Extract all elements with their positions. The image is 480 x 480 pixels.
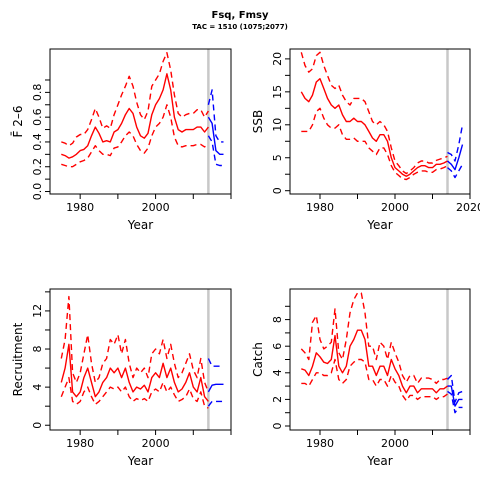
x-tick-label: 1980	[66, 437, 94, 450]
y-tick-label: 0	[271, 423, 284, 430]
forecast-bound-line	[447, 124, 464, 162]
y-tick-label: 0.8	[31, 84, 44, 102]
assessment-bound-line	[61, 52, 209, 147]
forecast-bound-line	[207, 89, 224, 143]
f-panel: 1980 2000 0.0 0.2 0.4 0.6 0.8 Year F̄ 2–6	[11, 48, 232, 232]
y-tick-label: 5	[271, 154, 284, 161]
figure-title: Fsq, Fmsy	[211, 10, 269, 21]
x-tick-label: 2000	[381, 437, 409, 450]
y-tick-label: 0.4	[31, 133, 44, 151]
y-tick-label: 2	[271, 396, 284, 403]
y-tick-label: 0	[31, 422, 44, 429]
catch-panel: 1980 2000 0 2 4 6 8 Year Catch	[251, 288, 471, 468]
x-axis-title: Year	[366, 454, 392, 468]
x-tick-label: 1980	[66, 201, 94, 214]
forecast-bound-line	[447, 390, 463, 414]
y-tick-label: 4	[31, 384, 44, 391]
y-tick-label: 8	[31, 346, 44, 353]
assessment-bound-line	[60, 295, 210, 393]
y-tick-label: 6	[271, 343, 284, 350]
x-axis-title: Year	[366, 218, 392, 232]
assessment-median-line	[300, 77, 448, 177]
y-axis-title: Catch	[251, 342, 265, 377]
assessment-bound-line	[61, 104, 209, 168]
assessment-bound-line	[300, 292, 448, 385]
y-tick-label: 10	[271, 118, 284, 132]
forecast-bound-line	[207, 358, 224, 367]
y-tick-label: 0.2	[31, 158, 44, 176]
plot-frame	[49, 48, 232, 195]
y-tick-label: 15	[271, 85, 284, 99]
assessment-bound-line	[301, 107, 448, 181]
recruitment-panel: 1980 2000 0 4 8 12 Year Recruitment	[11, 288, 232, 468]
x-axis-title: Year	[127, 218, 153, 232]
x-tick-label: 1980	[306, 437, 334, 450]
forecast-bound-line	[446, 374, 463, 403]
assessment-bound-line	[60, 376, 209, 409]
y-axis-title: F̄ 2–6	[11, 106, 25, 138]
y-tick-label: 4	[271, 369, 284, 376]
forecast-median-line	[207, 383, 224, 393]
assessment-bound-line	[301, 358, 448, 402]
assessment-median-line	[61, 73, 209, 159]
plot-frame	[49, 288, 232, 431]
figure-subtitle: TAC = 1510 (1075;2077)	[192, 23, 288, 31]
forecast-bound-line	[207, 135, 224, 167]
x-axis-title: Year	[127, 454, 153, 468]
x-tick-label: 2000	[142, 437, 170, 450]
plot-frame	[289, 288, 471, 431]
plot-frame	[289, 48, 471, 195]
y-tick-label: 0	[271, 187, 284, 194]
forecast-median-line	[447, 385, 463, 407]
y-tick-label: 20	[271, 52, 284, 66]
y-tick-label: 0.0	[31, 183, 44, 201]
forecast-bound-line	[447, 163, 464, 179]
y-axis-title: Recruitment	[11, 322, 25, 396]
forecast-median-line	[447, 144, 464, 171]
x-tick-label: 1980	[306, 201, 334, 214]
forecast-bound-line	[207, 400, 224, 407]
x-tick-label: 2000	[142, 201, 170, 214]
y-axis-title: SSB	[251, 110, 265, 133]
x-tick-label: 2000	[381, 201, 409, 214]
y-tick-label: 12	[31, 304, 44, 318]
assessment-median-line	[301, 329, 448, 394]
assessment-bound-line	[300, 51, 448, 175]
y-tick-label: 0.6	[31, 108, 44, 126]
assessment-median-line	[60, 343, 209, 402]
forecast-median-line	[207, 116, 224, 156]
y-tick-label: 8	[271, 316, 284, 323]
